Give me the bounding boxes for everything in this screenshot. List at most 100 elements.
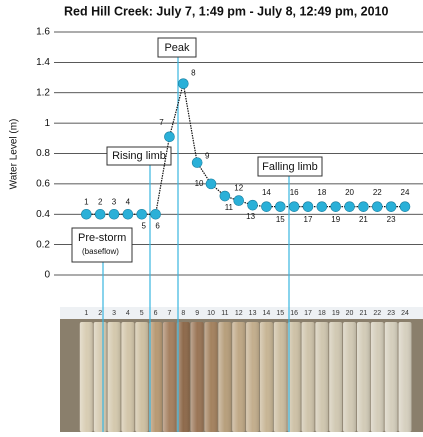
bottle-shine bbox=[356, 322, 370, 432]
sample-number: 23 bbox=[387, 310, 395, 317]
annotation: Falling limb bbox=[262, 161, 318, 173]
point-label: 6 bbox=[155, 221, 160, 230]
sample-number: 22 bbox=[373, 310, 381, 317]
sample-photo: 1 2 3 4 5 6 7 8 9 10 11 12 13 14 15 16 17 18 19 20 21 22 23 24 bbox=[60, 307, 423, 432]
data-point bbox=[371, 201, 383, 212]
sample-number: 2 bbox=[98, 310, 102, 317]
sample-number: 12 bbox=[235, 310, 243, 317]
sample-number: 4 bbox=[126, 310, 130, 317]
y-tick-label: 0.8 bbox=[36, 148, 50, 159]
bottle-shine bbox=[273, 322, 287, 432]
point-label: 15 bbox=[276, 215, 285, 224]
bottle-shine bbox=[232, 322, 246, 432]
data-point bbox=[261, 201, 272, 212]
data-point bbox=[108, 208, 120, 220]
y-tick-label: 0.6 bbox=[36, 179, 50, 190]
point-label: 20 bbox=[345, 188, 354, 197]
y-tick-label: 1.4 bbox=[36, 57, 50, 68]
bottle-shine bbox=[301, 322, 315, 432]
point-label: 2 bbox=[98, 197, 103, 206]
bottle-shine bbox=[93, 322, 107, 432]
data-point bbox=[247, 199, 258, 211]
annotation: Pre-storm bbox=[78, 232, 126, 244]
annotation-box bbox=[257, 156, 323, 177]
point-label: 21 bbox=[359, 215, 368, 224]
data-point bbox=[316, 201, 328, 212]
bottle-shine bbox=[315, 322, 329, 432]
point-label: 22 bbox=[373, 188, 382, 197]
sample-number: 1 bbox=[84, 310, 88, 317]
sample-number: 18 bbox=[318, 310, 326, 317]
bottle-shine bbox=[190, 322, 204, 432]
bottle-shine bbox=[79, 322, 93, 432]
point-label: 11 bbox=[225, 203, 234, 212]
bottle-shine bbox=[343, 322, 357, 432]
sample-number: 17 bbox=[304, 310, 312, 317]
y-tick-label: 1 bbox=[44, 118, 50, 129]
bottle-shine bbox=[149, 322, 163, 432]
bottle-shine bbox=[370, 322, 384, 432]
bottle-shine bbox=[384, 322, 398, 432]
data-point bbox=[344, 201, 355, 212]
y-tick-label: 1.6 bbox=[36, 27, 50, 38]
y-tick-label: 1.2 bbox=[36, 87, 50, 98]
point-label: 9 bbox=[205, 152, 210, 161]
sample-number: 8 bbox=[181, 310, 185, 317]
point-label: 3 bbox=[112, 197, 117, 206]
sample-number: 6 bbox=[154, 310, 158, 317]
data-point bbox=[81, 208, 92, 220]
sample-number: 16 bbox=[290, 310, 298, 317]
y-tick-label: 0.4 bbox=[36, 209, 50, 220]
point-label: 12 bbox=[234, 184, 243, 193]
sample-number: 11 bbox=[221, 310, 228, 317]
bottle-shine bbox=[259, 322, 273, 432]
data-point bbox=[136, 208, 148, 220]
data-point bbox=[330, 201, 342, 212]
point-label: 1 bbox=[84, 197, 89, 206]
point-label: 19 bbox=[331, 215, 340, 224]
annotation-box bbox=[71, 227, 133, 263]
annotation-box bbox=[106, 146, 172, 166]
bottle-shine bbox=[287, 322, 301, 432]
bottle-shine bbox=[135, 322, 149, 432]
bottle-shine bbox=[107, 322, 121, 432]
annotation: Rising limb bbox=[112, 150, 166, 162]
annotations: Pre-storm (baseflow) Rising limb Peak Fa… bbox=[71, 37, 323, 432]
data-point bbox=[399, 201, 411, 212]
y-tick-label: 0.2 bbox=[36, 239, 50, 250]
point-label: 5 bbox=[142, 221, 147, 230]
point-label: 18 bbox=[317, 188, 326, 197]
data-point bbox=[288, 201, 300, 212]
data-point bbox=[233, 195, 245, 206]
annotation: (baseflow) bbox=[82, 247, 119, 256]
sample-number: 10 bbox=[207, 310, 215, 317]
bottle-shine bbox=[121, 322, 135, 432]
point-label: 10 bbox=[195, 179, 204, 188]
annotation: Peak bbox=[164, 42, 190, 54]
data-point bbox=[164, 131, 175, 143]
bottle-shine bbox=[398, 322, 412, 432]
sample-number: 20 bbox=[346, 310, 354, 317]
data-point bbox=[205, 178, 217, 190]
data-point bbox=[94, 208, 106, 220]
data-point bbox=[274, 201, 286, 212]
sample-number: 5 bbox=[140, 310, 144, 317]
sample-number: 3 bbox=[112, 310, 116, 317]
point-label: 14 bbox=[262, 188, 271, 197]
sample-number: 9 bbox=[195, 310, 199, 317]
y-tick-label: 0 bbox=[44, 270, 50, 281]
data-point bbox=[122, 208, 134, 220]
bottle-shine bbox=[162, 322, 176, 432]
sample-number: 19 bbox=[332, 310, 340, 317]
data-point bbox=[358, 201, 369, 212]
point-label: 23 bbox=[387, 215, 396, 224]
bottle-shine bbox=[176, 322, 190, 432]
annotation-box bbox=[157, 37, 197, 58]
data-point bbox=[150, 208, 161, 220]
bottle-shine bbox=[218, 322, 232, 432]
point-label: 17 bbox=[304, 215, 313, 224]
point-label: 13 bbox=[246, 212, 255, 221]
bottle-shine bbox=[246, 322, 260, 432]
data-point bbox=[191, 157, 203, 168]
